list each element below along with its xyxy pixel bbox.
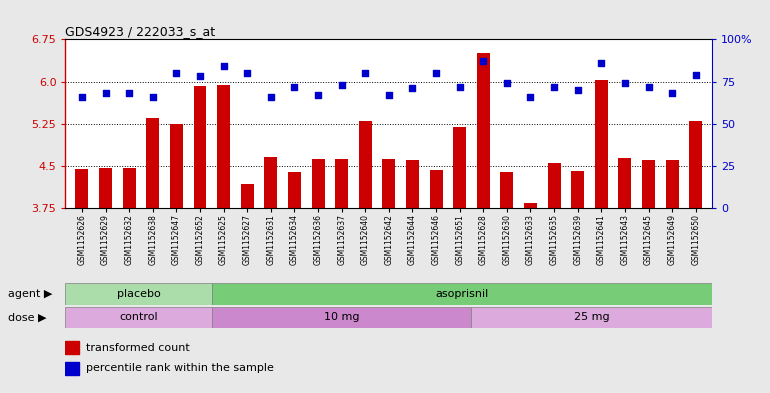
Bar (642, 160, 655, 208)
Bar (689, 121, 702, 208)
Text: 25 mg: 25 mg (574, 312, 610, 322)
Point (99, 90, 112, 97)
Bar (212, 307, 471, 328)
Bar (99, 168, 112, 208)
Bar (430, 170, 443, 208)
Text: control: control (119, 312, 158, 322)
Point (666, 90, 678, 97)
Bar (524, 203, 537, 208)
Point (571, 87, 584, 93)
Point (146, 94, 159, 100)
Text: agent ▶: agent ▶ (8, 289, 52, 299)
Bar (122, 168, 136, 208)
Bar (383, 159, 395, 208)
Point (690, 72, 702, 78)
Text: asoprisnil: asoprisnil (435, 289, 489, 299)
Point (383, 92, 395, 98)
Bar (471, 307, 712, 328)
Point (194, 73, 206, 80)
Point (595, 60, 608, 66)
Point (454, 83, 466, 90)
Bar (193, 86, 206, 208)
Point (548, 83, 561, 90)
Bar (288, 172, 301, 208)
Point (170, 70, 182, 76)
Bar (547, 163, 561, 208)
Bar (217, 86, 230, 208)
Point (642, 83, 654, 90)
Bar (65, 362, 79, 375)
Text: placebo: placebo (117, 289, 160, 299)
Text: transformed count: transformed count (86, 343, 190, 353)
Bar (594, 81, 608, 208)
Bar (241, 184, 253, 208)
Point (241, 70, 253, 76)
Point (288, 83, 300, 90)
Point (123, 90, 136, 97)
Point (336, 82, 348, 88)
Bar (359, 121, 372, 208)
Text: dose ▶: dose ▶ (8, 312, 46, 322)
Point (500, 80, 513, 86)
Bar (146, 118, 159, 208)
Bar (65, 341, 79, 354)
Point (619, 80, 631, 86)
Point (312, 92, 324, 98)
Bar (477, 53, 490, 208)
Bar (335, 159, 348, 208)
Point (217, 63, 229, 70)
Point (75, 94, 88, 100)
Bar (500, 172, 514, 208)
Point (477, 58, 490, 64)
Point (359, 70, 371, 76)
Bar (406, 160, 419, 208)
Point (430, 70, 442, 76)
Text: GDS4923 / 222033_s_at: GDS4923 / 222033_s_at (65, 25, 216, 38)
Bar (665, 160, 678, 208)
Bar (212, 283, 712, 305)
Bar (264, 157, 277, 208)
Text: 10 mg: 10 mg (324, 312, 360, 322)
Bar (65, 307, 212, 328)
Bar (170, 124, 183, 208)
Bar (312, 159, 324, 208)
Bar (571, 171, 584, 208)
Bar (618, 158, 631, 208)
Bar (75, 169, 89, 208)
Point (524, 94, 537, 100)
Text: percentile rank within the sample: percentile rank within the sample (86, 364, 274, 373)
Point (407, 85, 419, 92)
Bar (454, 127, 466, 208)
Bar (65, 283, 212, 305)
Point (265, 94, 277, 100)
